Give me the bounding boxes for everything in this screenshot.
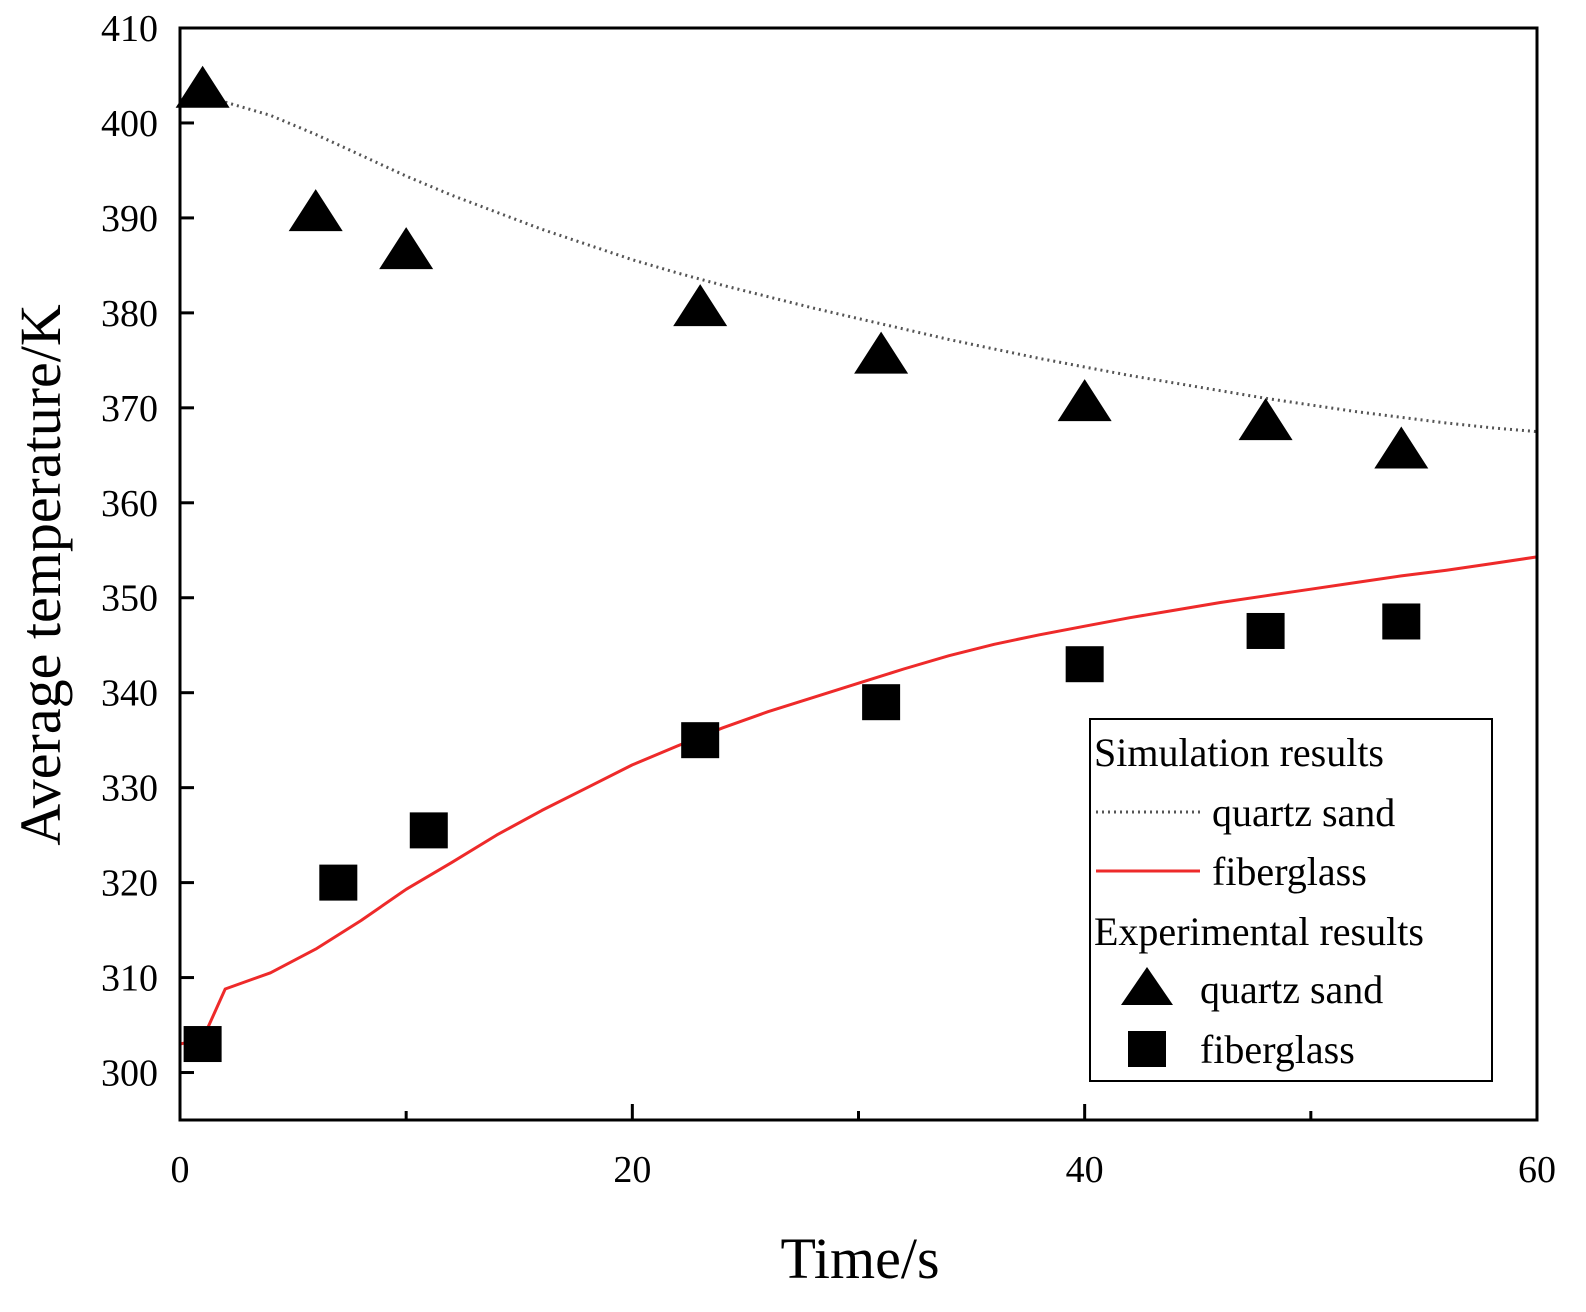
legend-label-sim-quartz-sand: quartz sand (1212, 790, 1395, 835)
data-point-triangle (854, 331, 909, 374)
data-point-square (681, 722, 720, 759)
legend-label-sim-fiberglass: fiberglass (1212, 849, 1367, 894)
y-tick-label: 350 (101, 578, 158, 620)
data-point-square (183, 1026, 222, 1063)
data-point-square (1246, 612, 1285, 649)
data-point-triangle (175, 65, 230, 108)
series-1-simulation-fiberglass (179, 555, 1538, 1046)
y-tick-label: 400 (101, 103, 158, 145)
y-tick-label: 380 (101, 293, 158, 335)
series-3-experimental-fiberglass (183, 603, 1421, 1063)
legend-marker-triangle (1121, 967, 1173, 1005)
x-tick-label: 40 (1066, 1149, 1104, 1191)
x-tick-label: 0 (171, 1149, 190, 1191)
plot-area-frame (178, 26, 1539, 1122)
y-tick-label: 300 (101, 1053, 158, 1095)
legend: Simulation results quartz sand fiberglas… (1089, 718, 1493, 1082)
legend-box (1089, 718, 1493, 1082)
legend-heading-simulation: Simulation results (1094, 730, 1384, 775)
y-axis-ticks: 300 310 320 330 340 350 360 370 380 390 400 410 (101, 8, 194, 1095)
data-point-square (319, 864, 358, 901)
series-line (179, 555, 1538, 1046)
x-tick-label: 60 (1518, 1149, 1556, 1191)
plot-series (175, 65, 1538, 1063)
data-point-square (862, 684, 901, 721)
data-point-square (1065, 646, 1104, 683)
data-point-square (409, 812, 448, 849)
x-axis-title: Time/s (780, 1226, 939, 1291)
series-2-experimental-quartz-sand (175, 65, 1429, 469)
y-tick-label: 330 (101, 768, 158, 810)
data-point-square (1382, 603, 1421, 640)
legend-label-exp-fiberglass: fiberglass (1200, 1027, 1355, 1072)
y-tick-label: 410 (101, 8, 158, 50)
y-tick-label: 370 (101, 388, 158, 430)
x-tick-label: 20 (613, 1149, 651, 1191)
data-point-triangle (288, 189, 343, 232)
data-point-triangle (1374, 426, 1429, 469)
legend-heading-experimental: Experimental results (1094, 909, 1424, 954)
legend-label-exp-quartz-sand: quartz sand (1200, 967, 1383, 1012)
y-tick-label: 390 (101, 198, 158, 240)
data-point-triangle (1238, 398, 1293, 441)
data-point-triangle (1057, 379, 1112, 422)
legend-marker-square (1128, 1031, 1166, 1067)
data-point-triangle (379, 227, 434, 270)
y-tick-label: 310 (101, 958, 158, 1000)
data-point-triangle (673, 284, 728, 327)
y-axis-title: Average temperature/K (8, 304, 73, 846)
y-tick-label: 320 (101, 863, 158, 905)
y-tick-label: 360 (101, 483, 158, 525)
y-tick-label: 340 (101, 673, 158, 715)
x-axis-ticks: 0 20 40 60 (171, 1104, 1556, 1191)
